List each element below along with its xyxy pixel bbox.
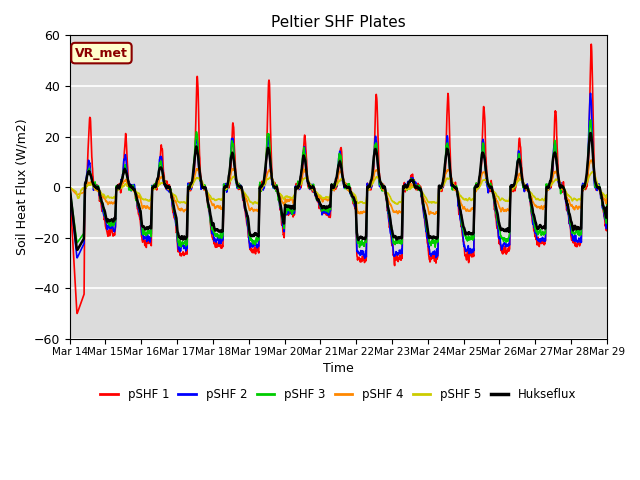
- pSHF 1: [495, 234, 502, 240]
- Hukseflux: [66, 186, 74, 192]
- pSHF 1: [216, 243, 223, 249]
- pSHF 4: [588, 157, 595, 163]
- pSHF 2: [495, 232, 502, 238]
- pSHF 3: [216, 233, 223, 239]
- pSHF 5: [354, 200, 362, 206]
- Line: Hukseflux: Hukseflux: [70, 133, 607, 250]
- pSHF 1: [556, 180, 563, 186]
- pSHF 4: [216, 205, 223, 211]
- pSHF 3: [587, 117, 595, 123]
- Hukseflux: [556, 182, 563, 188]
- pSHF 5: [66, 184, 74, 190]
- pSHF 3: [66, 185, 74, 191]
- Text: VR_met: VR_met: [75, 47, 128, 60]
- pSHF 5: [589, 169, 596, 175]
- Line: pSHF 4: pSHF 4: [70, 160, 607, 215]
- pSHF 1: [66, 186, 74, 192]
- Hukseflux: [495, 217, 502, 223]
- Hukseflux: [365, 184, 373, 190]
- Line: pSHF 2: pSHF 2: [70, 93, 607, 258]
- Hukseflux: [74, 247, 81, 253]
- pSHF 2: [66, 185, 74, 191]
- pSHF 4: [426, 212, 433, 217]
- pSHF 5: [393, 201, 401, 207]
- pSHF 1: [603, 201, 611, 207]
- pSHF 2: [365, 182, 373, 188]
- pSHF 1: [571, 241, 579, 247]
- pSHF 1: [365, 186, 373, 192]
- Hukseflux: [587, 130, 595, 136]
- pSHF 5: [603, 192, 611, 198]
- Line: pSHF 3: pSHF 3: [70, 120, 607, 247]
- pSHF 3: [495, 221, 502, 227]
- Line: pSHF 5: pSHF 5: [70, 172, 607, 204]
- Hukseflux: [603, 205, 611, 211]
- pSHF 3: [356, 244, 364, 250]
- pSHF 2: [556, 184, 563, 190]
- pSHF 2: [587, 90, 595, 96]
- pSHF 3: [603, 198, 611, 204]
- pSHF 4: [66, 184, 74, 190]
- pSHF 3: [365, 181, 373, 187]
- pSHF 2: [603, 195, 611, 201]
- pSHF 5: [216, 196, 223, 202]
- Y-axis label: Soil Heat Flux (W/m2): Soil Heat Flux (W/m2): [15, 119, 28, 255]
- pSHF 4: [571, 207, 579, 213]
- pSHF 5: [495, 194, 502, 200]
- pSHF 3: [556, 180, 563, 186]
- pSHF 1: [354, 255, 362, 261]
- pSHF 2: [361, 255, 369, 261]
- pSHF 2: [354, 249, 362, 254]
- pSHF 3: [571, 231, 579, 237]
- Hukseflux: [354, 235, 362, 241]
- pSHF 1: [588, 41, 595, 47]
- X-axis label: Time: Time: [323, 362, 354, 375]
- pSHF 4: [365, 186, 373, 192]
- Hukseflux: [571, 223, 579, 229]
- pSHF 4: [603, 192, 611, 198]
- Legend: pSHF 1, pSHF 2, pSHF 3, pSHF 4, pSHF 5, Hukseflux: pSHF 1, pSHF 2, pSHF 3, pSHF 4, pSHF 5, …: [95, 384, 581, 406]
- pSHF 1: [73, 311, 81, 316]
- Title: Peltier SHF Plates: Peltier SHF Plates: [271, 15, 406, 30]
- pSHF 4: [354, 209, 362, 215]
- Line: pSHF 1: pSHF 1: [70, 44, 607, 313]
- pSHF 2: [571, 237, 579, 243]
- pSHF 4: [495, 202, 502, 208]
- pSHF 2: [216, 240, 223, 245]
- pSHF 3: [354, 240, 362, 246]
- Hukseflux: [216, 228, 223, 234]
- pSHF 5: [571, 196, 579, 202]
- pSHF 4: [556, 179, 563, 184]
- pSHF 5: [556, 180, 563, 186]
- pSHF 5: [365, 185, 373, 191]
